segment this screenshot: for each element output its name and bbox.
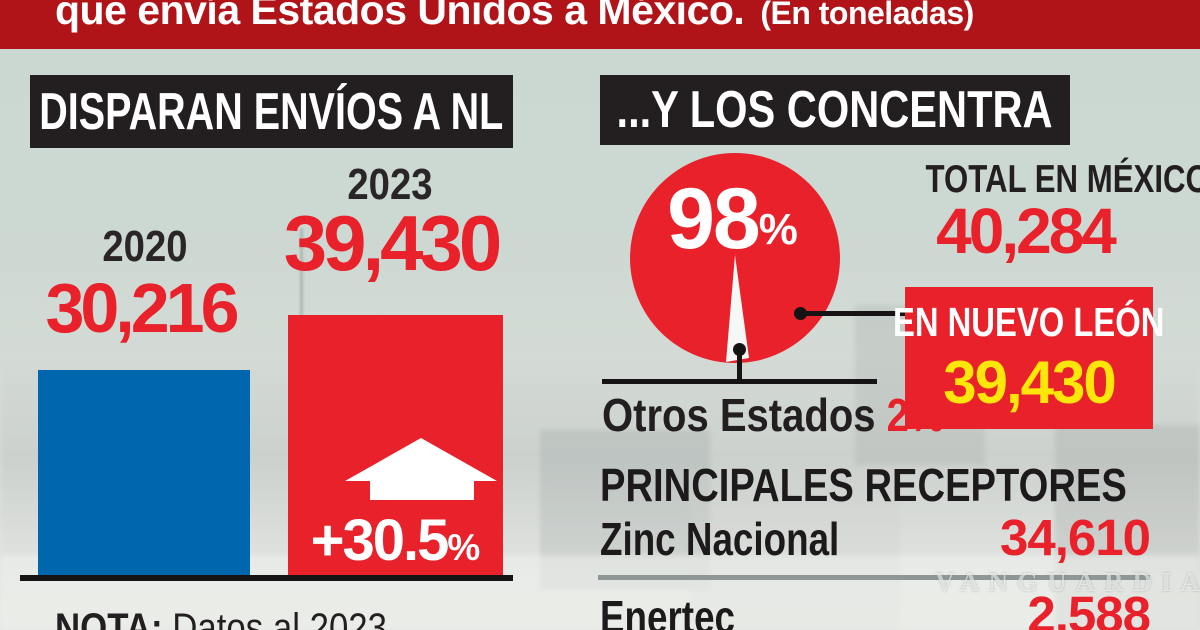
pie-other-label: Otros Estados 2% xyxy=(602,388,996,442)
bar-chart-baseline xyxy=(20,575,513,581)
receptor-row-value: 2,588 xyxy=(1027,586,1151,630)
bar-2020 xyxy=(38,370,250,577)
receptors-divider xyxy=(598,575,1150,580)
total-mexico-label: TOTAL EN MÉXICO xyxy=(890,158,1200,202)
bar-2020-value-label: 30,216 xyxy=(45,269,239,347)
receptor-row-value: 34,610 xyxy=(1000,509,1151,566)
pie-chart xyxy=(630,153,840,363)
note-text: Datos al 2023 xyxy=(162,606,388,630)
right-section-banner: ...Y LOS CONCENTRA xyxy=(600,75,1070,145)
total-mexico-text: TOTAL EN MÉXICO xyxy=(925,158,1200,201)
callout-hline-otros xyxy=(602,379,877,384)
header-subtitle: (En toneladas) xyxy=(760,0,974,31)
pie-main-label: 98% xyxy=(650,170,815,269)
bar-2020-year-text: 2020 xyxy=(102,222,188,271)
receptors-title-text: PRINCIPALES RECEPTORES xyxy=(600,459,1127,511)
left-section-title: DISPARAN ENVÍOS A NL xyxy=(39,82,504,141)
total-mexico-value: 40,284 xyxy=(936,195,1117,267)
change-sign-text: % xyxy=(447,527,481,568)
nuevo-leon-text: EN NUEVO LEÓN xyxy=(893,299,1165,345)
left-section-banner: DISPARAN ENVÍOS A NL xyxy=(30,75,513,148)
callout-line-nl xyxy=(800,311,906,316)
nuevo-leon-value: 39,430 xyxy=(943,349,1117,416)
bar-2023-year-text: 2023 xyxy=(347,160,433,209)
receptor-0-name: Zinc Nacional xyxy=(600,513,840,565)
watermark-text: VANGUARDIA xyxy=(935,567,1200,597)
bar-2020-year-label: 2020 xyxy=(60,222,230,272)
bar-2023-value-label: 39,430 xyxy=(283,199,503,287)
nuevo-leon-label: EN NUEVO LEÓN xyxy=(859,299,1198,346)
receptor-row-name: Zinc Nacional xyxy=(600,512,899,566)
pie-main-sign: % xyxy=(758,205,798,254)
pie-other-text: Otros Estados xyxy=(602,389,887,441)
change-value-text: +30.5 xyxy=(310,508,450,573)
watermark: VANGUARDIAMX xyxy=(935,567,1200,598)
note-bold-text: NOTA: xyxy=(55,606,163,630)
receptors-title: PRINCIPALES RECEPTORES xyxy=(600,458,1200,512)
header-banner: que envía Estados Unidos a México. (En to… xyxy=(0,0,1200,49)
header-title: que envía Estados Unidos a México. (En to… xyxy=(55,0,974,34)
callout-vline-otros xyxy=(737,349,742,382)
receptor-row-name: Enertec xyxy=(600,590,769,630)
nuevo-leon-box: EN NUEVO LEÓN 39,430 xyxy=(893,287,1165,429)
change-percent-label: +30.5% xyxy=(288,507,503,574)
right-section-title: ...Y LOS CONCENTRA xyxy=(616,81,1054,139)
pie-main-value: 98 xyxy=(667,171,761,267)
header-title-text: que envía Estados Unidos a México. xyxy=(55,0,745,33)
up-arrow-icon xyxy=(345,438,497,500)
note: NOTA: Datos al 2023 xyxy=(55,606,437,630)
receptor-1-name: Enertec xyxy=(600,591,735,630)
bar-2023: +30.5% xyxy=(288,315,503,577)
bar-2023-year-label: 2023 xyxy=(295,160,485,210)
